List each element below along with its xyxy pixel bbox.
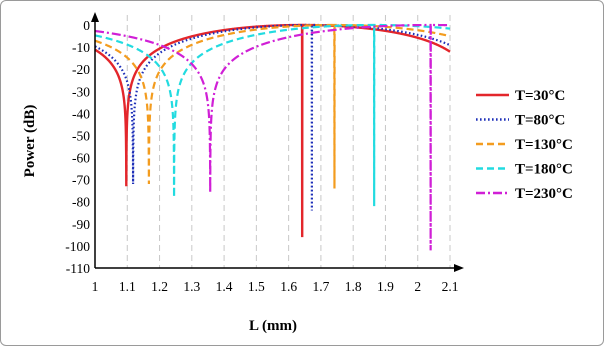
legend-entry: T=30°C <box>515 88 565 104</box>
x-tick-label: 1.2 <box>151 279 168 294</box>
series-curves <box>94 23 451 251</box>
series-line <box>94 23 451 189</box>
y-tick-labels: 0 -10 -20 -30 -40 -50 -60 -70 -80 -90 -100 -110 <box>65 18 90 276</box>
y-axis-label: Power (dB) <box>22 105 38 178</box>
x-tick-label: 1.1 <box>119 279 136 294</box>
x-axis-label: L (mm) <box>249 318 297 334</box>
y-tick-label: -80 <box>72 195 90 210</box>
legend-entry: T=180°C <box>515 162 573 178</box>
legend: T=30°C T=80°C T=130°C T=180°C T=230°C <box>476 88 573 202</box>
x-tick-label: 1.6 <box>280 279 297 294</box>
y-tick-label: -60 <box>72 151 90 166</box>
x-tick-label: 1.5 <box>248 279 265 294</box>
series-line <box>94 23 450 251</box>
x-tick-label: 2 <box>414 279 421 294</box>
y-tick-label: -30 <box>72 84 90 99</box>
x-axis-arrow <box>454 264 464 272</box>
y-tick-label: -90 <box>72 217 90 232</box>
legend-entry: T=80°C <box>515 113 565 129</box>
x-tick-label: 1.9 <box>377 279 394 294</box>
y-tick-label: -40 <box>72 106 90 121</box>
x-tick-label: 1.3 <box>183 279 200 294</box>
series-line <box>94 23 451 238</box>
y-tick-label: -110 <box>66 261 90 276</box>
series-line <box>94 23 451 207</box>
x-tick-label: 1.7 <box>312 279 329 294</box>
legend-entry: T=230°C <box>515 186 573 202</box>
axes <box>91 12 464 272</box>
y-tick-label: -10 <box>72 40 90 55</box>
y-tick-label: -50 <box>72 128 90 143</box>
x-tick-label: 2.1 <box>442 279 459 294</box>
x-tick-label: 1.4 <box>216 279 233 294</box>
x-tick-label: 1.8 <box>345 279 362 294</box>
x-tick-labels: 1 1.1 1.2 1.3 1.4 1.5 1.6 1.7 1.8 1.9 2 2.1 <box>92 279 459 294</box>
series-line <box>94 23 451 211</box>
y-tick-label: -70 <box>72 173 90 188</box>
y-tick-label: -100 <box>65 239 90 254</box>
grid-lines <box>126 15 451 268</box>
y-tick-label: 0 <box>83 18 90 33</box>
x-tick-label: 1 <box>92 279 99 294</box>
y-tick-label: -20 <box>72 62 90 77</box>
legend-entry: T=130°C <box>515 137 573 153</box>
y-axis-arrow <box>91 12 99 22</box>
